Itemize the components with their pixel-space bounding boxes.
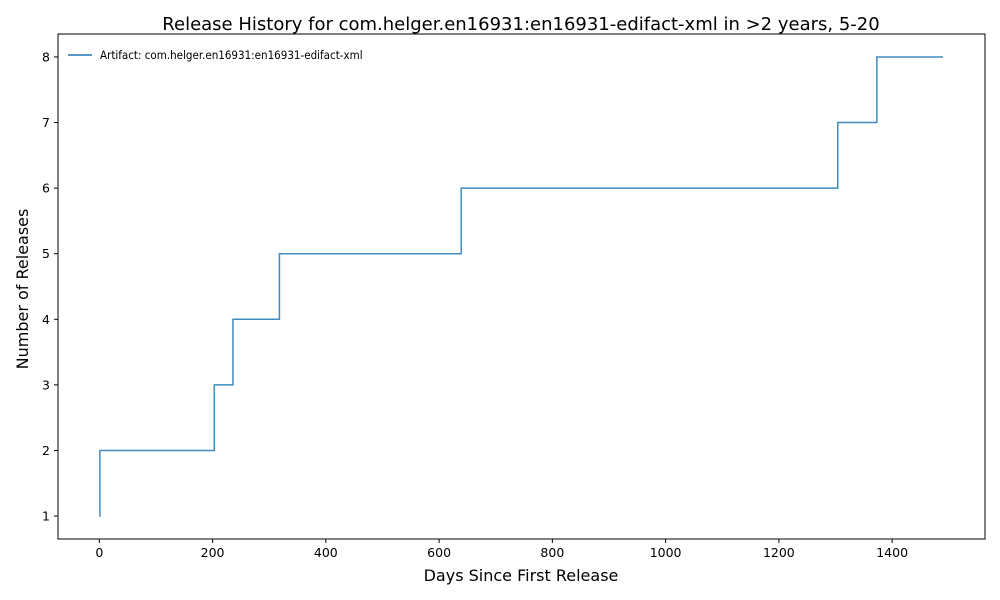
legend: Artifact: com.helger.en16931:en16931-edi… [68,48,363,62]
series-group [99,56,944,517]
plot-area: 0 200 400 600 800 1000 1200 1400 1 2 3 4 5 6 7 8 [42,33,986,560]
y-tick-label: 3 [42,377,50,392]
plot-frame [57,33,986,540]
y-tick-label: 8 [42,49,50,64]
y-tick-label: 7 [42,115,50,130]
x-tick-label: 0 [95,545,103,560]
y-tick-label: 5 [42,246,50,261]
x-tick-label: 1400 [876,545,908,560]
series-line [99,56,944,517]
y-axis-label: Number of Releases [13,209,32,370]
x-axis-label: Days Since First Release [424,566,619,585]
x-tick-label: 200 [201,545,225,560]
y-tick-label: 4 [42,312,50,327]
y-tick-label: 6 [42,181,50,196]
legend-label: Artifact: com.helger.en16931:en16931-edi… [100,48,363,62]
y-tick-label: 1 [42,509,50,524]
x-tick-label: 1000 [650,545,682,560]
x-tick-label: 800 [540,545,564,560]
x-tick-label: 600 [427,545,451,560]
x-axis: 0 200 400 600 800 1000 1200 1400 [95,539,908,560]
y-tick-label: 2 [42,443,50,458]
x-tick-label: 400 [314,545,338,560]
x-tick-label: 1200 [763,545,795,560]
y-axis: 1 2 3 4 5 6 7 8 [42,49,58,524]
chart-title: Release History for com.helger.en16931:e… [162,14,879,35]
